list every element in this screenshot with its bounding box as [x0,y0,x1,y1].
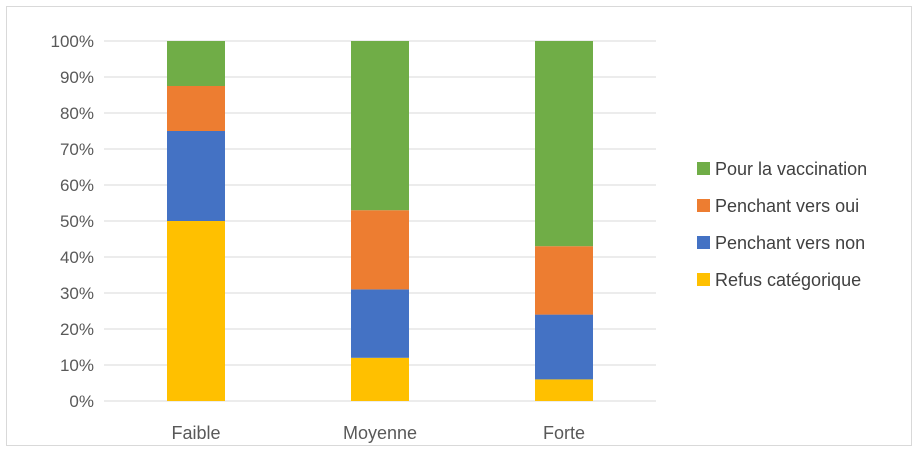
legend-swatch [697,273,710,286]
legend: Pour la vaccination Penchant vers oui Penc… [697,159,867,290]
legend-swatch [697,236,710,249]
x-axis-labels: Faible Moyenne Forte [171,423,585,443]
y-tick-label: 30% [60,284,94,303]
legend-swatch [697,199,710,212]
y-tick-label: 70% [60,140,94,159]
legend-label: Refus catégorique [715,270,861,290]
y-tick-label: 0% [69,392,94,411]
legend-label: Pour la vaccination [715,159,867,179]
legend-swatch [697,162,710,175]
y-tick-label: 90% [60,68,94,87]
bar-segment-forte-2 [535,246,593,315]
bar-segment-forte-1 [535,314,593,380]
legend-label: Penchant vers oui [715,196,859,216]
y-tick-label: 40% [60,248,94,267]
y-tick-label: 60% [60,176,94,195]
y-tick-label: 80% [60,104,94,123]
chart-frame [6,6,912,446]
bar-segment-faible-0 [167,221,225,401]
bar-segment-moyenne-1 [351,289,409,358]
bar-segment-forte-0 [535,379,593,401]
bar-segment-faible-2 [167,86,225,131]
bars [167,41,593,401]
bar-segment-moyenne-2 [351,210,409,290]
x-category-label: Forte [543,423,585,443]
y-tick-label: 50% [60,212,94,231]
bar-segment-faible-3 [167,41,225,86]
y-tick-label: 20% [60,320,94,339]
x-category-label: Moyenne [343,423,417,443]
x-category-label: Faible [171,423,220,443]
bar-segment-moyenne-3 [351,41,409,211]
y-tick-label: 100% [51,32,94,51]
bar-segment-faible-1 [167,131,225,221]
legend-label: Penchant vers non [715,233,865,253]
bar-segment-moyenne-0 [351,357,409,401]
y-axis-ticks: 0% 10% 20% 30% 40% 50% 60% 70% 80% 90% 100% [51,32,94,411]
y-tick-label: 10% [60,356,94,375]
bar-segment-forte-3 [535,41,593,247]
